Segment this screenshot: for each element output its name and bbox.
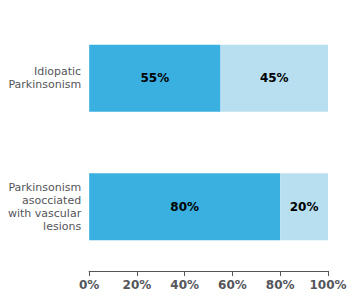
svg-text:0%: 0% (79, 278, 99, 292)
svg-text:80%: 80% (266, 278, 295, 292)
svg-text:60%: 60% (218, 278, 247, 292)
svg-text:Idiopatic: Idiopatic (34, 65, 81, 78)
svg-text:with vascular: with vascular (8, 207, 82, 220)
svg-text:Parkinsonism: Parkinsonism (8, 181, 81, 194)
svg-text:80%: 80% (170, 200, 199, 214)
svg-text:55%: 55% (140, 71, 169, 85)
svg-text:20%: 20% (123, 278, 152, 292)
svg-text:100%: 100% (309, 278, 346, 292)
svg-text:Parkinsonism: Parkinsonism (8, 78, 81, 91)
svg-text:45%: 45% (260, 71, 289, 85)
svg-text:asocciated: asocciated (22, 194, 81, 207)
svg-text:lesions: lesions (43, 220, 81, 233)
svg-text:20%: 20% (290, 200, 319, 214)
svg-text:40%: 40% (170, 278, 199, 292)
